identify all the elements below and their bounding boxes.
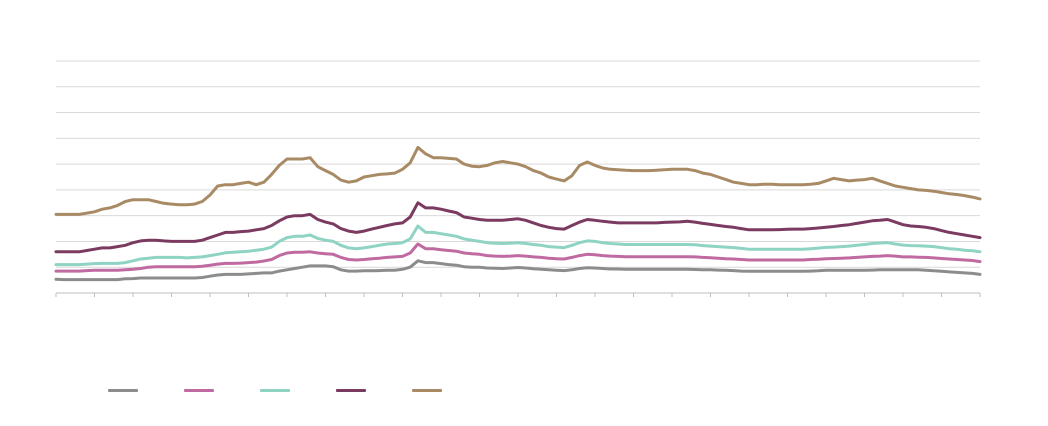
series-line-5 [54, 145, 982, 216]
series-line-2 [54, 242, 982, 273]
legend-swatch-3 [260, 388, 290, 392]
legend-item-1 [108, 388, 184, 392]
series-line-4 [54, 201, 982, 254]
legend-item-2 [184, 388, 260, 392]
legend-swatch-1 [108, 388, 138, 392]
legend [108, 380, 488, 400]
legend-item-3 [260, 388, 336, 392]
legend-item-4 [336, 388, 412, 392]
legend-swatch-2 [184, 388, 214, 392]
legend-swatch-5 [412, 388, 442, 392]
series-line-1 [54, 259, 982, 282]
series-line-3 [54, 224, 982, 267]
legend-swatch-4 [336, 388, 366, 392]
series-lines [54, 145, 982, 282]
x-axis [55, 293, 981, 297]
legend-item-5 [412, 388, 488, 392]
